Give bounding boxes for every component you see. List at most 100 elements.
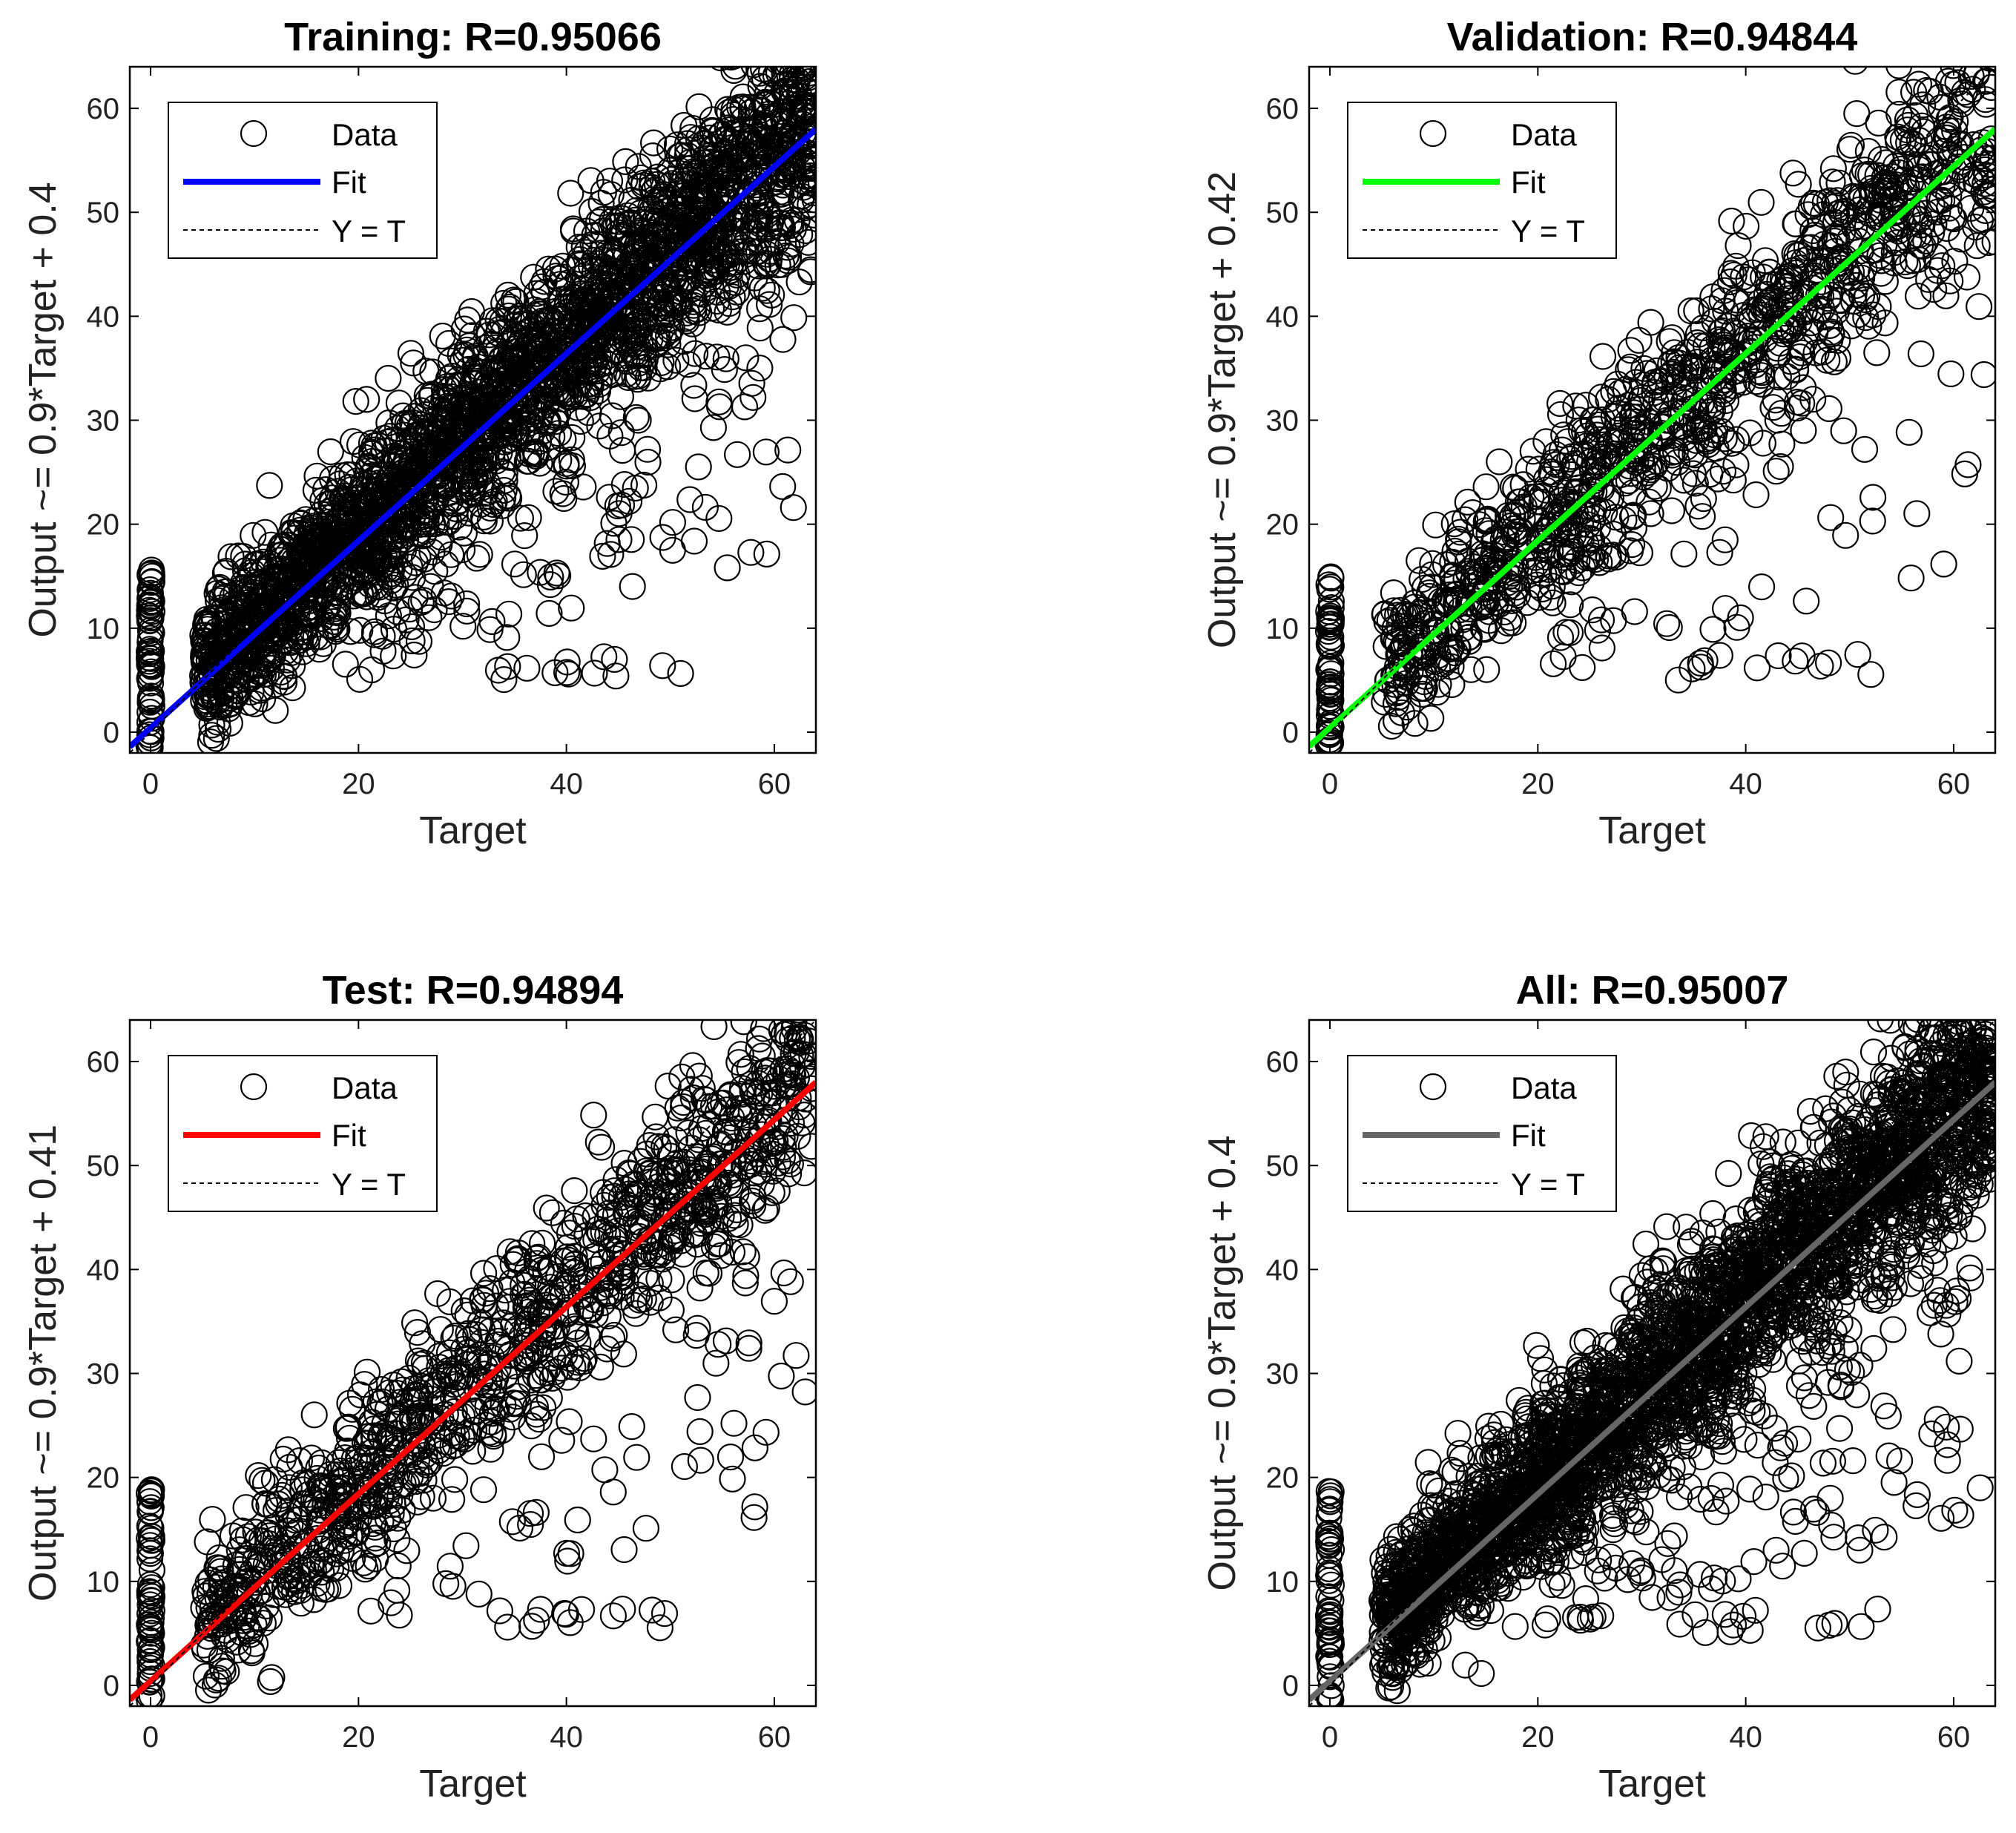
data-point <box>404 422 432 450</box>
data-point <box>274 1436 302 1464</box>
data-point <box>1689 503 1716 530</box>
data-point <box>202 627 230 655</box>
data-point <box>717 254 744 281</box>
data-point <box>622 474 649 502</box>
data-point <box>1572 392 1600 419</box>
data-point <box>1425 671 1452 698</box>
data-point <box>612 148 639 175</box>
data-point <box>692 343 720 370</box>
data-point <box>768 214 797 241</box>
data-point <box>1885 67 1913 79</box>
data-point <box>681 385 708 412</box>
data-point <box>767 2 792 27</box>
data-point <box>607 383 635 410</box>
data-point <box>375 602 403 630</box>
data-point <box>1550 558 1578 586</box>
data-point <box>684 1383 711 1412</box>
data-point <box>228 573 256 602</box>
data-point <box>283 588 310 615</box>
data-point <box>1422 511 1449 539</box>
data-point <box>723 441 751 468</box>
data-point <box>755 992 780 1017</box>
data-point <box>712 345 739 372</box>
data-point <box>1708 317 1736 344</box>
data-point <box>1612 470 1639 497</box>
data-point <box>259 642 286 669</box>
data-point <box>490 1309 517 1337</box>
data-point <box>320 603 348 631</box>
data-point <box>1837 131 1865 159</box>
data-point <box>398 613 426 641</box>
data-point <box>1836 136 1864 163</box>
data-point <box>789 987 814 1012</box>
data-point <box>1909 163 1937 191</box>
data-point <box>215 673 243 701</box>
data-point <box>1821 190 1848 217</box>
data-point <box>779 96 807 123</box>
data-point <box>1509 471 1537 498</box>
data-point <box>671 254 698 282</box>
identity-line <box>1309 67 1995 753</box>
data-point <box>1376 607 1403 634</box>
data-point <box>584 208 613 236</box>
data-point <box>429 322 456 350</box>
data-point <box>723 1196 751 1224</box>
y-tick-label: 30 <box>1266 405 1299 438</box>
data-point <box>1937 360 1965 388</box>
data-point <box>587 1353 614 1381</box>
data-point <box>754 1088 782 1116</box>
data-point <box>1720 261 1747 289</box>
data-point <box>676 486 704 513</box>
y-tick-label: 50 <box>1266 197 1299 229</box>
data-point <box>1670 540 1698 567</box>
data-point <box>557 180 584 207</box>
data-point <box>1767 453 1794 481</box>
data-point <box>558 594 585 622</box>
data-point <box>791 0 817 19</box>
data-point <box>780 304 808 332</box>
data-point <box>493 624 521 651</box>
data-point <box>262 697 289 724</box>
data-point <box>1756 259 1783 286</box>
data-point <box>769 326 797 353</box>
data-point <box>768 1143 797 1171</box>
data-point <box>136 616 164 645</box>
data-point <box>375 502 403 530</box>
legend-data-marker <box>1419 119 1447 148</box>
data-point <box>1383 628 1410 655</box>
x-axis-label: Target <box>1598 809 1706 852</box>
data-point <box>559 424 586 452</box>
data-point <box>1811 188 1839 216</box>
data-point <box>1828 198 1855 226</box>
data-point <box>1814 285 1842 312</box>
data-point <box>266 536 294 563</box>
data-point <box>501 389 529 417</box>
data-point <box>1557 591 1584 619</box>
data-point <box>1909 91 1937 119</box>
data-point <box>1718 207 1745 235</box>
data-point <box>446 455 473 482</box>
data-point <box>298 514 326 542</box>
data-point <box>1785 171 1812 198</box>
data-point <box>1546 401 1575 428</box>
data-point <box>654 1072 682 1100</box>
data-point <box>193 628 220 655</box>
data-point <box>778 1020 794 1023</box>
data-point <box>722 269 749 297</box>
data-point <box>659 509 687 536</box>
data-point <box>195 613 223 640</box>
data-point <box>1581 478 1608 506</box>
data-point <box>1903 500 1931 527</box>
data-point <box>747 139 775 167</box>
data-point <box>665 290 692 317</box>
data-point <box>206 691 234 719</box>
data-point <box>1828 287 1855 315</box>
data-point <box>391 452 418 479</box>
data-point <box>1736 303 1764 330</box>
data-point <box>1802 339 1830 366</box>
data-point <box>629 208 656 236</box>
data-point <box>492 1276 519 1304</box>
identity-line <box>130 67 816 753</box>
